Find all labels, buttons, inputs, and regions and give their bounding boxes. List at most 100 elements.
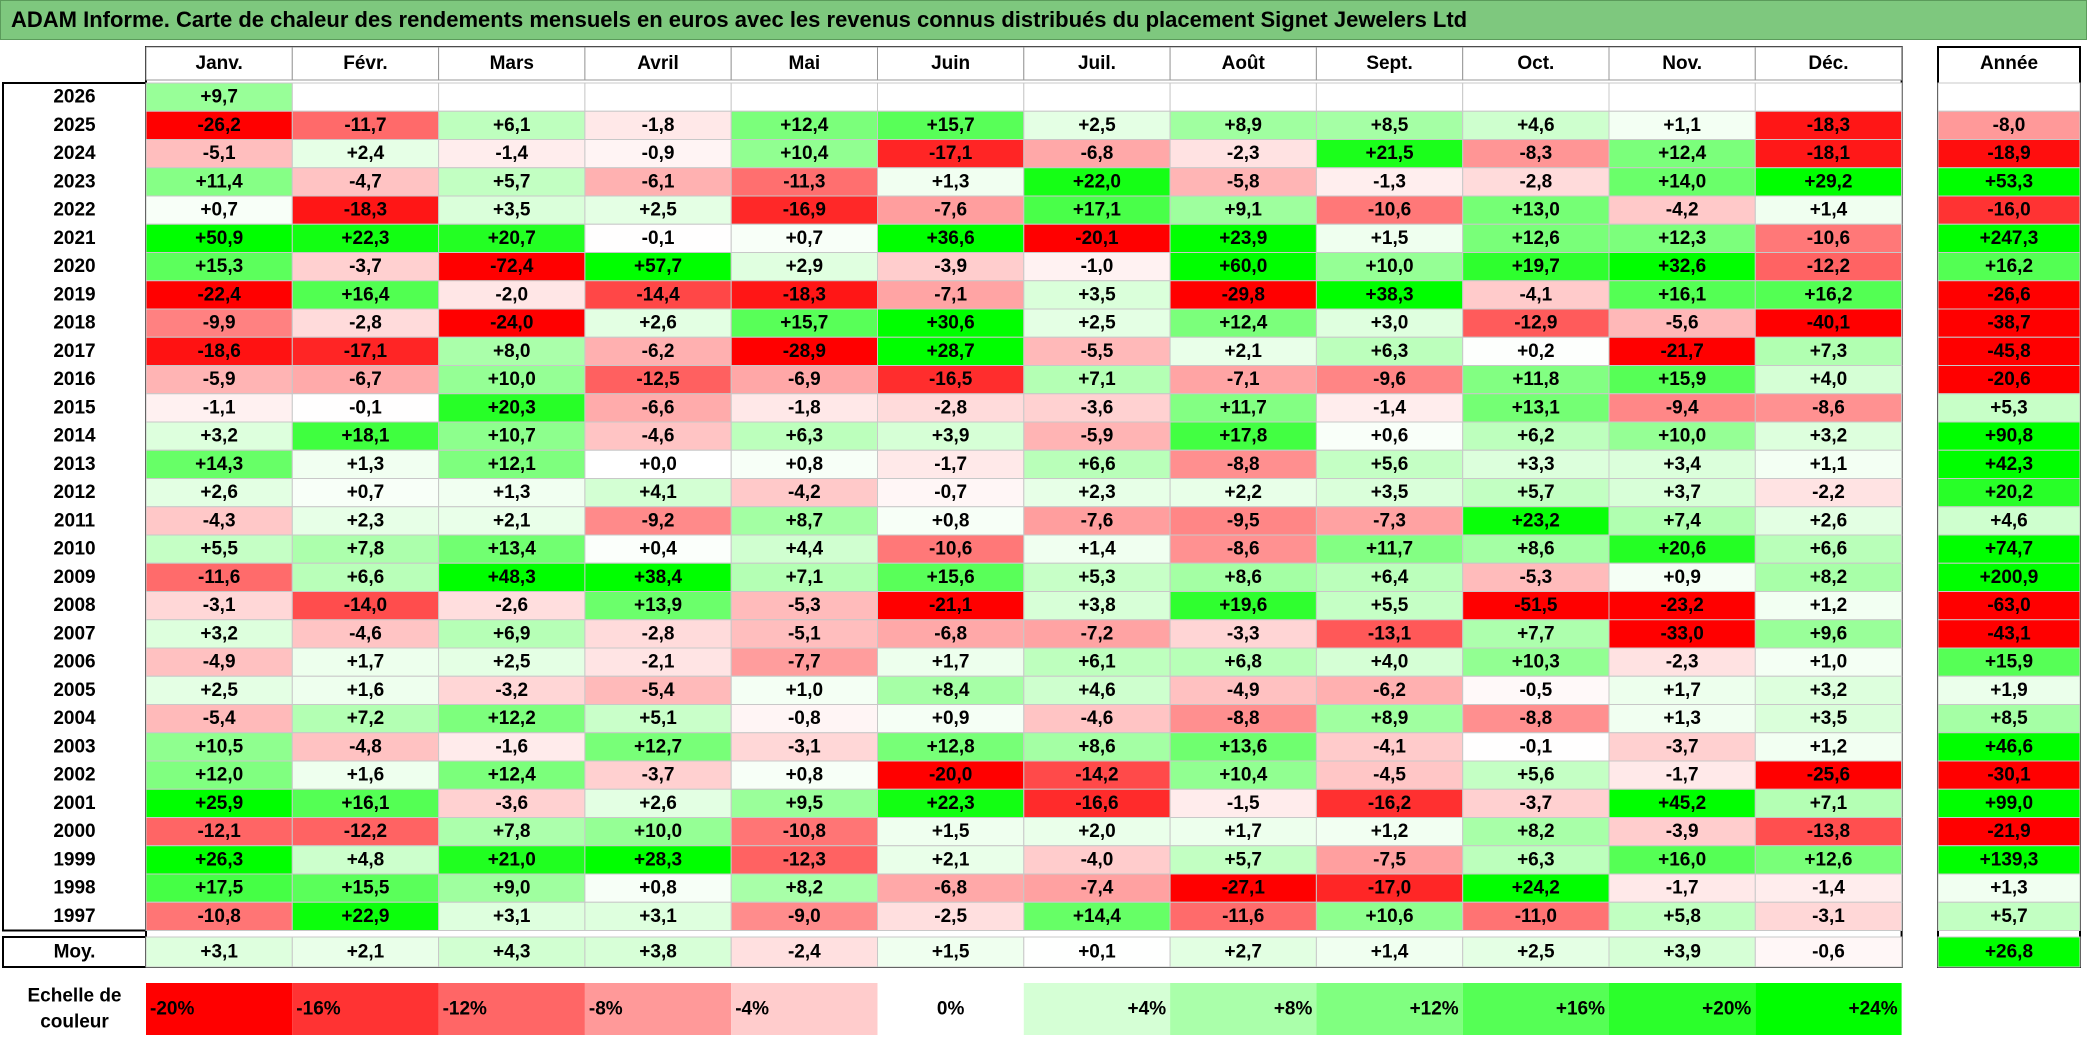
cell-value: -1,7: [934, 454, 967, 475]
cell-value: -1,8: [788, 397, 821, 418]
heatmap-cell: [1754, 647, 1903, 677]
cell-value: -2,6: [495, 595, 528, 616]
annual-cell: [1937, 336, 2081, 366]
cell-value: +3,5: [1078, 284, 1116, 305]
heatmap-cell: [1023, 704, 1171, 734]
cell-value: +0,4: [639, 539, 677, 560]
scale-swatch: [438, 983, 585, 1035]
cell-value: -5,9: [1081, 426, 1114, 447]
scale-value: +24%: [1848, 999, 1897, 1020]
annual-value: -16,0: [1987, 200, 2030, 221]
cell-value: +2,5: [1078, 313, 1116, 334]
cell-value: +32,6: [1658, 256, 1706, 277]
heatmap-cell: [1169, 506, 1317, 536]
month-header-cell: [438, 46, 586, 81]
month-header: Oct.: [1517, 53, 1554, 74]
year-label: 2021: [53, 228, 96, 249]
cell-value: +20,6: [1658, 539, 1706, 560]
cell-value: +3,2: [1810, 680, 1848, 701]
heatmap-cell: [1754, 449, 1903, 479]
cell-value: +5,7: [1517, 482, 1555, 503]
year-label: 2008: [53, 595, 95, 616]
cell-value: +0,7: [347, 482, 385, 503]
annual-value: +139,3: [1980, 849, 2039, 870]
average-value: +0,1: [1078, 942, 1116, 963]
heatmap-cell: [1608, 901, 1756, 931]
cell-value: -4,6: [349, 623, 382, 644]
cell-value: +3,1: [493, 906, 531, 927]
cell-value: -5,3: [788, 595, 821, 616]
cell-value: +3,4: [1663, 454, 1701, 475]
heatmap-cell: [1608, 280, 1756, 310]
scale-value: -20%: [150, 999, 194, 1020]
cell-value: +48,3: [488, 567, 536, 588]
page-title: ADAM Informe. Carte de chaleur des rende…: [0, 0, 2087, 40]
cell-value: +25,9: [195, 793, 243, 814]
month-header-cell: [1462, 46, 1610, 81]
heatmap-cell: [438, 591, 586, 621]
cell-value: +12,8: [927, 736, 975, 757]
annual-cell: [1937, 280, 2081, 310]
cell-value: -9,0: [788, 906, 821, 927]
heatmap-cell: [1608, 195, 1756, 225]
cell-value: +20,3: [488, 397, 536, 418]
cell-value: -18,3: [783, 284, 826, 305]
cell-value: -4,5: [1373, 765, 1406, 786]
cell-value: -72,4: [490, 256, 534, 277]
heatmap-cell: [1608, 562, 1756, 592]
annual-value: +5,7: [1990, 906, 2028, 927]
heatmap-cell: [1462, 82, 1610, 112]
month-header: Août: [1222, 53, 1266, 74]
heatmap-cell: [877, 365, 1025, 395]
cell-value: +2,1: [1224, 341, 1262, 362]
heatmap-cell: [1754, 139, 1903, 169]
cell-value: -3,2: [495, 680, 528, 701]
annual-value: -38,7: [1987, 313, 2030, 334]
year-label: 1998: [53, 878, 95, 899]
average-value: +1,5: [932, 942, 970, 963]
cell-value: +2,6: [1810, 510, 1848, 531]
heatmap-cell: [584, 760, 732, 790]
heatmap-cell: [877, 82, 1025, 112]
annual-value: +53,3: [1985, 171, 2033, 192]
heatmap-cell: [1023, 647, 1171, 677]
heatmap-cell: [1608, 591, 1756, 621]
cell-value: +12,0: [195, 765, 243, 786]
cell-value: +0,7: [786, 228, 824, 249]
scale-value: 0%: [937, 999, 965, 1020]
heatmap-cell: [1462, 845, 1610, 875]
heatmap-cell: [145, 223, 293, 253]
cell-value: -6,8: [934, 623, 967, 644]
heatmap-cell: [1315, 308, 1464, 338]
annual-cell: [1937, 647, 2081, 677]
cell-value: -13,8: [1807, 821, 1850, 842]
year-label: 2013: [53, 454, 95, 475]
cell-value: +57,7: [634, 256, 682, 277]
cell-value: -3,3: [1227, 623, 1260, 644]
cell-value: -16,2: [1368, 793, 1411, 814]
year-label: 2015: [53, 397, 96, 418]
heatmap-cell: [438, 139, 586, 169]
cell-value: -2,2: [1812, 482, 1845, 503]
cell-value: +24,2: [1512, 878, 1560, 899]
cell-value: -23,2: [1660, 595, 1703, 616]
cell-value: +22,3: [341, 228, 389, 249]
heatmap-cell: [1315, 817, 1464, 847]
annual-value: +1,3: [1990, 878, 2028, 899]
annual-value: +16,2: [1985, 256, 2033, 277]
cell-value: +1,3: [932, 171, 970, 192]
cell-value: -17,1: [929, 143, 973, 164]
heatmap-cell: [145, 647, 293, 677]
heatmap-cell: [1754, 675, 1903, 705]
heatmap-cell: [438, 732, 586, 762]
heatmap-cell: [1315, 82, 1464, 112]
heatmap-cell: [1023, 195, 1171, 225]
heatmap-cell: [730, 788, 879, 818]
cell-value: -10,6: [1368, 200, 1411, 221]
cell-value: +10,7: [488, 426, 536, 447]
annual-value: +46,6: [1985, 736, 2033, 757]
heatmap-cell: [877, 139, 1025, 169]
heatmap-cell: [730, 336, 879, 366]
cell-value: -4,2: [788, 482, 821, 503]
